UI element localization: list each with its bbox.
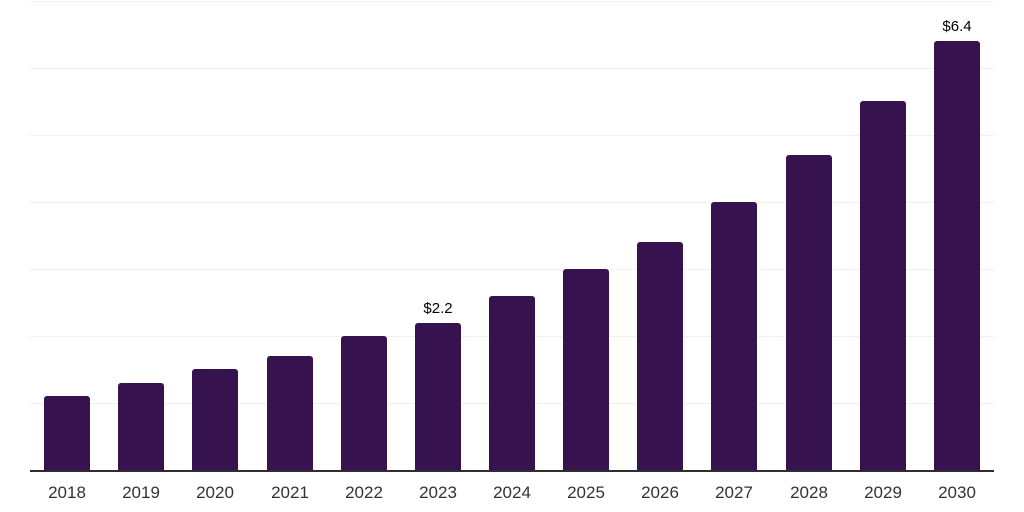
bar-2027 xyxy=(711,202,757,470)
x-tick-label-2024: 2024 xyxy=(493,483,531,502)
bar-2020 xyxy=(192,369,238,470)
bar-2019 xyxy=(118,383,164,470)
bar-2023 xyxy=(415,323,461,470)
x-tick-label-2020: 2020 xyxy=(196,483,234,502)
bar-2024 xyxy=(489,296,535,470)
x-tick-label-2025: 2025 xyxy=(567,483,605,502)
x-tick-label-2022: 2022 xyxy=(345,483,383,502)
x-tick-label-2027: 2027 xyxy=(715,483,753,502)
x-tick-label-2021: 2021 xyxy=(271,483,309,502)
bar-2021 xyxy=(267,356,313,470)
x-tick-label-2018: 2018 xyxy=(48,483,86,502)
bar-2025 xyxy=(563,269,609,470)
bar-2026 xyxy=(637,242,683,470)
gridline-3 xyxy=(30,269,994,270)
bar-2030 xyxy=(934,41,980,470)
x-tick-label-2028: 2028 xyxy=(790,483,828,502)
bar-2028 xyxy=(786,155,832,470)
data-label-2023: $2.2 xyxy=(423,300,453,317)
bar-2029 xyxy=(860,101,906,470)
plot-area: $2.2 $6.4 xyxy=(30,0,994,472)
x-tick-label-2023: 2023 xyxy=(419,483,457,502)
gridline-7 xyxy=(30,1,994,2)
bar-2022 xyxy=(341,336,387,470)
x-tick-label-2030: 2030 xyxy=(938,483,976,502)
gridline-6 xyxy=(30,68,994,69)
x-tick-label-2026: 2026 xyxy=(641,483,679,502)
gridline-5 xyxy=(30,135,994,136)
x-tick-label-2029: 2029 xyxy=(864,483,902,502)
data-label-2030: $6.4 xyxy=(942,18,972,35)
gridline-4 xyxy=(30,202,994,203)
x-tick-label-2019: 2019 xyxy=(122,483,160,502)
bar-2018 xyxy=(44,396,90,470)
